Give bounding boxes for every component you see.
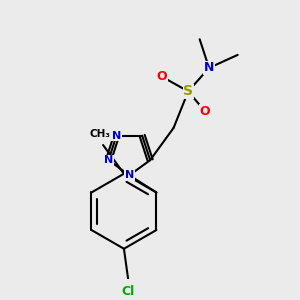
Text: N: N (204, 61, 214, 74)
Text: CH₃: CH₃ (90, 129, 111, 139)
Text: O: O (200, 105, 210, 118)
Text: N: N (104, 155, 113, 165)
Text: S: S (183, 84, 193, 98)
Text: N: N (125, 170, 134, 180)
Text: N: N (112, 131, 121, 141)
Text: O: O (157, 70, 167, 83)
Text: Cl: Cl (122, 285, 135, 298)
